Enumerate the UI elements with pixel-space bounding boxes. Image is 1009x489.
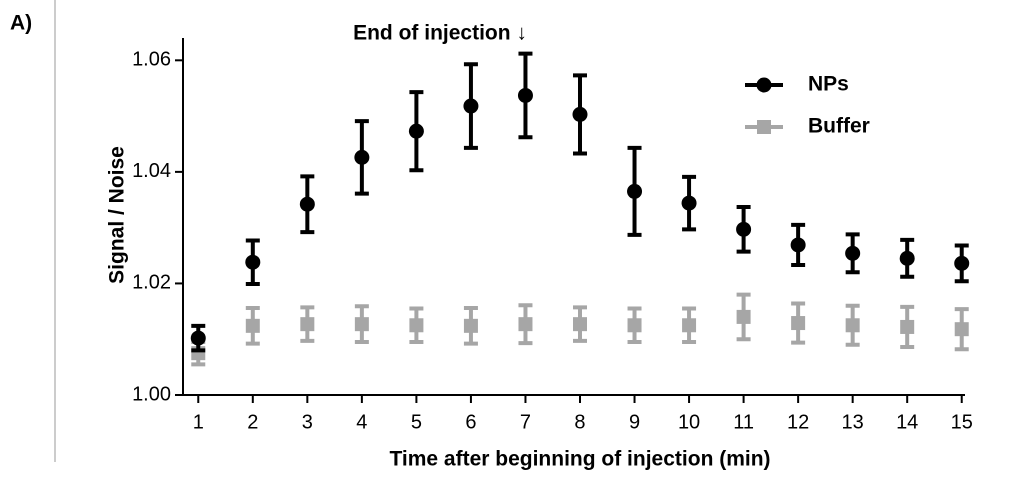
marker <box>845 245 861 261</box>
x-tick-label: 15 <box>951 411 973 433</box>
legend-marker <box>756 77 772 93</box>
marker <box>627 318 642 333</box>
marker <box>572 106 588 122</box>
x-tick-label: 3 <box>302 411 313 433</box>
x-tick-label: 2 <box>247 411 258 433</box>
legend-label: NPs <box>808 73 849 96</box>
marker <box>954 255 970 271</box>
x-tick-label: 14 <box>896 411 918 433</box>
legend-label: Buffer <box>808 115 870 138</box>
marker <box>409 318 424 333</box>
annotation: End of injection ↓ <box>353 22 527 45</box>
marker <box>354 149 370 165</box>
marker <box>845 318 860 333</box>
marker <box>681 195 697 211</box>
x-tick-label: 8 <box>574 411 585 433</box>
y-tick-label: 1.02 <box>132 272 171 294</box>
marker <box>627 183 643 199</box>
marker <box>736 221 752 237</box>
marker <box>300 317 315 332</box>
y-tick-label: 1.04 <box>132 160 171 182</box>
marker <box>682 318 697 333</box>
x-tick-label: 13 <box>842 411 864 433</box>
marker <box>354 317 369 332</box>
y-axis-title: Signal / Noise <box>106 146 129 284</box>
x-tick-label: 4 <box>356 411 367 433</box>
marker <box>790 237 806 253</box>
legend-marker <box>757 120 771 134</box>
panel-label: A) <box>10 12 32 35</box>
x-tick-label: 6 <box>465 411 476 433</box>
x-tick-label: 11 <box>733 411 754 433</box>
marker <box>408 123 424 139</box>
marker <box>190 330 206 346</box>
marker <box>900 319 915 334</box>
x-tick-label: 7 <box>520 411 531 433</box>
marker <box>518 317 533 332</box>
x-axis-title: Time after beginning of injection (min) <box>389 448 770 471</box>
x-tick-label: 10 <box>678 411 700 433</box>
marker <box>954 322 969 337</box>
marker <box>299 196 315 212</box>
x-tick-label: 1 <box>193 411 204 433</box>
marker <box>572 317 587 332</box>
x-tick-label: 5 <box>411 411 422 433</box>
x-tick-label: 12 <box>787 411 809 433</box>
y-tick-label: 1.06 <box>132 49 171 71</box>
marker <box>517 87 533 103</box>
x-tick-label: 9 <box>629 411 640 433</box>
marker <box>463 98 479 114</box>
marker <box>736 309 751 324</box>
marker <box>245 254 261 270</box>
y-tick-label: 1.00 <box>132 383 171 405</box>
marker <box>463 318 478 333</box>
marker <box>791 316 806 331</box>
marker <box>245 318 260 333</box>
marker <box>899 250 915 266</box>
